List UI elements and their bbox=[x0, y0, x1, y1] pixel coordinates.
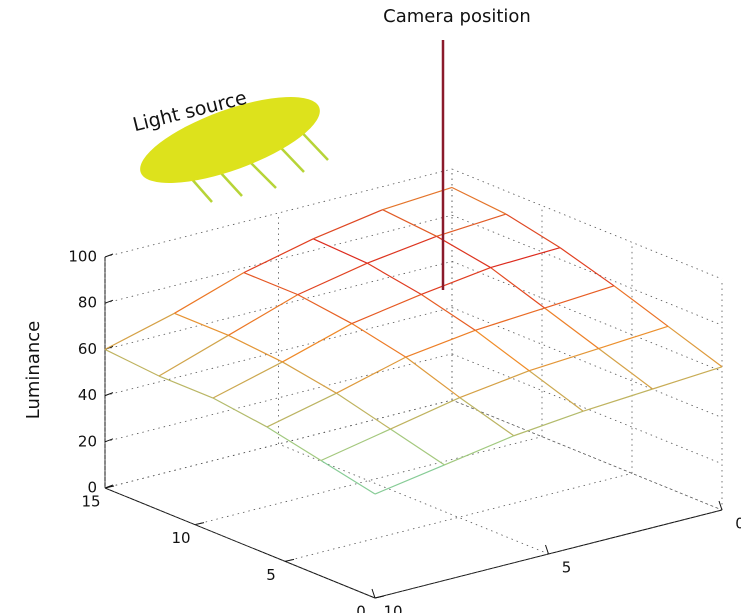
mesh-edge bbox=[529, 371, 583, 411]
z-tick-label: 100 bbox=[68, 248, 97, 266]
mesh-edge bbox=[336, 357, 405, 393]
mesh-edge bbox=[506, 214, 560, 248]
mesh bbox=[105, 187, 722, 494]
grid-line bbox=[279, 444, 549, 554]
mesh-edge bbox=[313, 239, 367, 263]
mesh-edge bbox=[321, 429, 390, 460]
tick-mark bbox=[195, 523, 204, 525]
mesh-edge bbox=[545, 286, 614, 308]
mesh-edge bbox=[529, 349, 598, 371]
mesh-edge bbox=[105, 313, 174, 349]
mesh-edge bbox=[282, 324, 351, 362]
z-axis-label: Luminance bbox=[23, 321, 44, 419]
mesh-edge bbox=[282, 362, 336, 393]
mesh-edge bbox=[545, 308, 599, 348]
mesh-edge bbox=[159, 376, 213, 398]
mesh-edge bbox=[668, 326, 722, 366]
mesh-edge bbox=[367, 236, 436, 263]
mesh-edge bbox=[174, 273, 243, 314]
mesh-edge bbox=[475, 330, 529, 370]
mesh-edge bbox=[105, 349, 159, 376]
mesh-edge bbox=[321, 461, 375, 495]
grid-line bbox=[452, 354, 722, 464]
mesh-edge bbox=[475, 308, 544, 330]
mesh-edge bbox=[267, 427, 321, 461]
mesh-edge bbox=[460, 398, 514, 436]
mesh-edge bbox=[336, 393, 390, 429]
mesh-edge bbox=[313, 210, 382, 239]
mesh-edge bbox=[159, 335, 228, 376]
z-tick-label: 60 bbox=[78, 340, 97, 358]
mesh-edge bbox=[298, 263, 367, 294]
mesh-edge bbox=[437, 214, 506, 236]
mesh-edge bbox=[213, 362, 282, 398]
grid-line bbox=[452, 169, 722, 279]
x-tick-label: 5 bbox=[562, 559, 572, 577]
mesh-edge bbox=[491, 268, 545, 308]
mesh-edge bbox=[452, 187, 506, 214]
z-tick-label: 40 bbox=[78, 386, 97, 404]
mesh-edge bbox=[383, 210, 437, 237]
grid-line bbox=[452, 215, 722, 325]
mesh-edge bbox=[213, 398, 267, 427]
mesh-edge bbox=[367, 263, 421, 294]
mesh-edge bbox=[599, 326, 668, 348]
mesh-edge bbox=[352, 324, 406, 358]
x-tick-label: 0 bbox=[735, 515, 741, 533]
grid-line bbox=[452, 261, 722, 371]
mesh-edge bbox=[444, 436, 513, 465]
mesh-edge bbox=[390, 429, 444, 465]
mesh-edge bbox=[244, 273, 298, 295]
tick-mark bbox=[719, 501, 722, 510]
annotation: Camera position bbox=[383, 6, 531, 27]
x-tick-label: 10 bbox=[383, 603, 402, 613]
mesh-edge bbox=[599, 349, 653, 389]
mesh-edge bbox=[406, 330, 475, 357]
chart: Light source Camera position Luminance 0… bbox=[0, 0, 741, 613]
y-tick-label: 15 bbox=[81, 493, 100, 511]
mesh-edge bbox=[228, 295, 297, 336]
y-tick-label: 10 bbox=[171, 529, 190, 547]
mesh-edge bbox=[421, 294, 475, 330]
mesh-edge bbox=[421, 268, 490, 295]
mesh-edge bbox=[390, 398, 459, 429]
mesh-edge bbox=[375, 465, 444, 494]
tick-mark bbox=[285, 559, 294, 561]
mesh-edge bbox=[352, 294, 421, 323]
grid-line bbox=[285, 473, 632, 561]
z-tick-label: 80 bbox=[78, 294, 97, 312]
mesh-edge bbox=[560, 248, 614, 286]
mesh-edge bbox=[298, 295, 352, 324]
tick-mark bbox=[546, 545, 549, 554]
mesh-edge bbox=[228, 335, 282, 362]
mesh-edge bbox=[583, 389, 652, 411]
grid-line bbox=[195, 437, 542, 525]
mesh-edge bbox=[174, 313, 228, 335]
tick-mark bbox=[375, 596, 384, 598]
mesh-edge bbox=[491, 248, 560, 268]
z-tick-label: 20 bbox=[78, 432, 97, 450]
mesh-edge bbox=[437, 236, 491, 267]
mesh-edge bbox=[267, 393, 336, 427]
mesh-edge bbox=[653, 367, 722, 389]
mesh-edge bbox=[460, 371, 529, 398]
mesh-edge bbox=[514, 411, 583, 436]
y-tick-label: 5 bbox=[266, 566, 276, 584]
y-tick-label: 0 bbox=[356, 603, 366, 613]
mesh-edge bbox=[383, 187, 452, 209]
